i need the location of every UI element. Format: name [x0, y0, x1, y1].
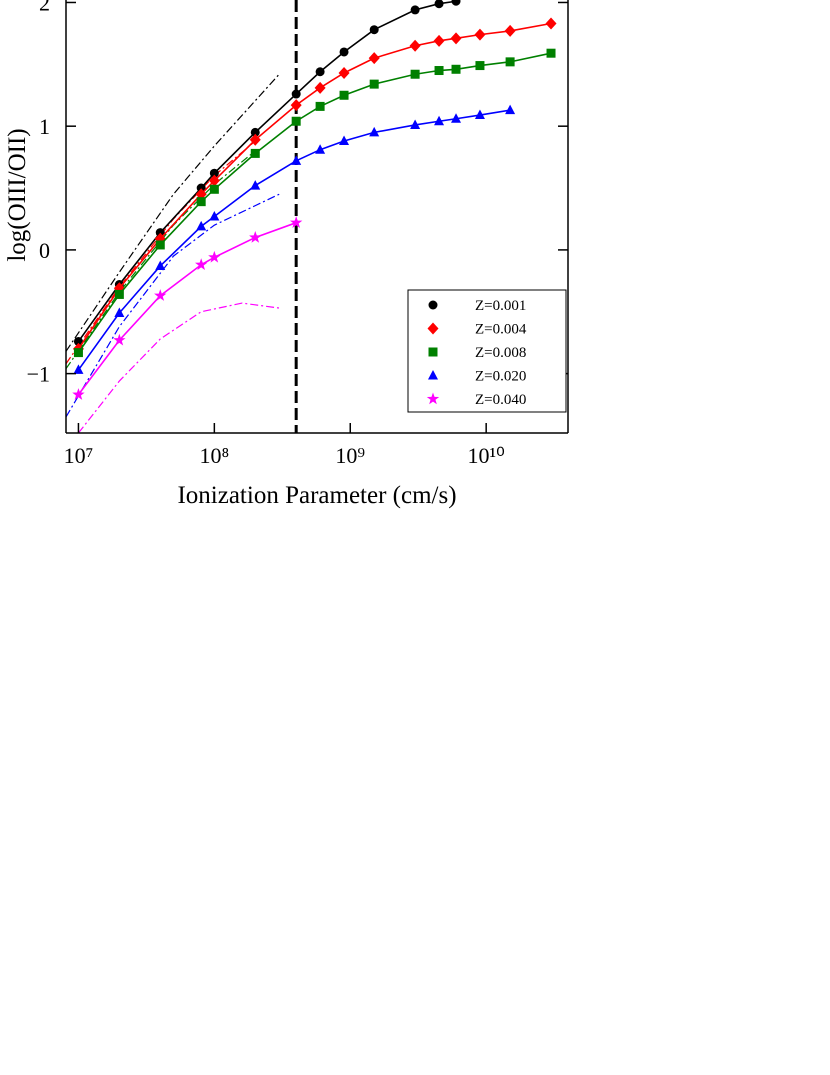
marker [249, 231, 262, 243]
marker [291, 89, 301, 99]
x-axis-label: Ionization Parameter (cm/s) [177, 482, 456, 509]
marker [315, 101, 325, 111]
marker [504, 24, 516, 37]
marker [545, 17, 557, 30]
axes [65, 0, 569, 434]
marker [291, 155, 302, 165]
series-line [77, 52, 552, 354]
y-tick-label: 1 [39, 114, 50, 139]
marker [369, 126, 380, 137]
marker [73, 348, 83, 358]
marker [369, 25, 379, 35]
marker [474, 28, 486, 41]
marker [315, 67, 325, 77]
y-tick-label: 0 [39, 238, 50, 263]
marker [475, 61, 485, 71]
marker [155, 228, 165, 238]
marker [434, 66, 444, 76]
marker [368, 52, 380, 65]
marker [114, 307, 125, 317]
x-tick-label: 10⁸ [200, 443, 230, 468]
marker [250, 127, 260, 137]
marker [434, 0, 444, 9]
x-tick-label: 10¹⁰ [467, 443, 505, 468]
marker [505, 57, 515, 67]
y-tick-label: 2 [39, 0, 50, 15]
marker [450, 32, 462, 45]
marker [369, 79, 379, 89]
marker [339, 90, 349, 100]
marker [451, 113, 462, 123]
marker [155, 260, 166, 270]
marker [451, 0, 461, 6]
legend-label: Z=0.020 [475, 369, 526, 385]
legend-label: Z=0.040 [475, 392, 526, 408]
legend-label: Z=0.001 [475, 298, 526, 314]
marker [154, 289, 167, 301]
marker [209, 184, 219, 194]
marker [208, 174, 220, 187]
marker [410, 119, 421, 129]
marker [339, 47, 349, 57]
marker [250, 148, 260, 158]
marker [73, 336, 83, 346]
marker [505, 104, 516, 115]
marker [114, 289, 124, 299]
marker [289, 216, 303, 228]
marker [409, 39, 421, 52]
marker [474, 109, 485, 120]
marker [428, 300, 438, 310]
marker [410, 5, 420, 15]
marker [428, 370, 438, 380]
marker [546, 48, 556, 58]
marker [433, 34, 445, 47]
marker [73, 364, 84, 374]
marker [451, 64, 461, 74]
model-curve [66, 193, 280, 418]
marker [208, 250, 221, 263]
marker [113, 333, 126, 346]
x-tick-label: 10⁷ [64, 443, 94, 468]
marker [315, 144, 326, 154]
plot-area [66, 0, 557, 433]
marker [155, 240, 165, 250]
marker [434, 115, 445, 126]
marker [72, 388, 85, 400]
marker [196, 183, 206, 193]
series-line [77, 22, 552, 350]
x-tick-label: 10⁹ [335, 443, 365, 468]
y-tick-label: −1 [27, 362, 50, 387]
model-curve [77, 302, 280, 433]
legend-label: Z=0.004 [475, 322, 527, 338]
marker [250, 180, 261, 190]
marker [427, 322, 439, 335]
marker [196, 197, 206, 207]
marker [339, 135, 350, 146]
marker [196, 220, 207, 231]
marker [209, 168, 219, 178]
marker [209, 211, 220, 221]
marker [426, 392, 440, 405]
marker [428, 347, 438, 357]
legend-label: Z=0.008 [475, 345, 526, 361]
y-axis-label: log(OIII/OII) [4, 128, 31, 261]
marker [338, 66, 350, 79]
legend: Z=0.001 Z=0.004 Z=0.008 Z=0.020 Z=0.040 [407, 289, 567, 413]
marker [410, 69, 420, 79]
marker [290, 99, 302, 112]
marker [314, 81, 326, 94]
marker [291, 116, 301, 126]
marker [249, 133, 261, 146]
marker [194, 258, 208, 271]
